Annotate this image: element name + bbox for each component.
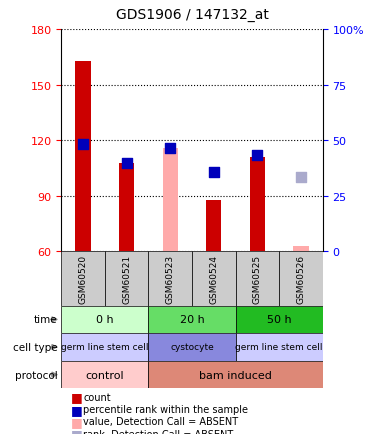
Bar: [279, 252, 323, 306]
Text: percentile rank within the sample: percentile rank within the sample: [83, 404, 249, 414]
Bar: [192, 252, 236, 306]
Text: ■: ■: [70, 403, 82, 416]
Point: [211, 169, 217, 176]
Point: [80, 141, 86, 148]
Text: cell type: cell type: [13, 342, 58, 352]
Text: ■: ■: [70, 427, 82, 434]
Bar: [293, 246, 309, 252]
Text: ■: ■: [70, 415, 82, 428]
Bar: [61, 306, 148, 333]
Bar: [206, 200, 221, 252]
Text: germ line stem cell: germ line stem cell: [236, 343, 323, 352]
Text: GDS1906 / 147132_at: GDS1906 / 147132_at: [115, 8, 269, 22]
Bar: [236, 252, 279, 306]
Text: cystocyte: cystocyte: [170, 343, 214, 352]
Bar: [61, 333, 148, 361]
Text: rank, Detection Call = ABSENT: rank, Detection Call = ABSENT: [83, 429, 234, 434]
Point: [255, 152, 260, 159]
Text: GSM60526: GSM60526: [296, 254, 305, 303]
Bar: [148, 306, 236, 333]
Text: GSM60524: GSM60524: [209, 254, 218, 303]
Text: 50 h: 50 h: [267, 315, 292, 325]
Bar: [148, 252, 192, 306]
Text: germ line stem cell: germ line stem cell: [61, 343, 148, 352]
Point: [167, 145, 173, 152]
Point: [298, 174, 304, 181]
Bar: [250, 158, 265, 252]
Bar: [119, 163, 134, 252]
Text: bam induced: bam induced: [199, 370, 272, 380]
Text: GSM60525: GSM60525: [253, 254, 262, 303]
Bar: [236, 333, 323, 361]
Bar: [162, 148, 178, 252]
Text: count: count: [83, 392, 111, 402]
Bar: [61, 252, 105, 306]
Bar: [61, 361, 148, 388]
Text: protocol: protocol: [15, 370, 58, 380]
Text: ■: ■: [70, 391, 82, 404]
Bar: [148, 361, 323, 388]
Bar: [105, 252, 148, 306]
Point: [124, 160, 129, 167]
Text: control: control: [85, 370, 124, 380]
Text: GSM60520: GSM60520: [79, 254, 88, 303]
Text: GSM60523: GSM60523: [166, 254, 175, 303]
Text: time: time: [34, 315, 58, 325]
Text: value, Detection Call = ABSENT: value, Detection Call = ABSENT: [83, 417, 239, 426]
Bar: [75, 62, 91, 252]
Text: 0 h: 0 h: [96, 315, 114, 325]
Text: 20 h: 20 h: [180, 315, 204, 325]
Text: GSM60521: GSM60521: [122, 254, 131, 303]
Bar: [148, 333, 236, 361]
Bar: [236, 306, 323, 333]
